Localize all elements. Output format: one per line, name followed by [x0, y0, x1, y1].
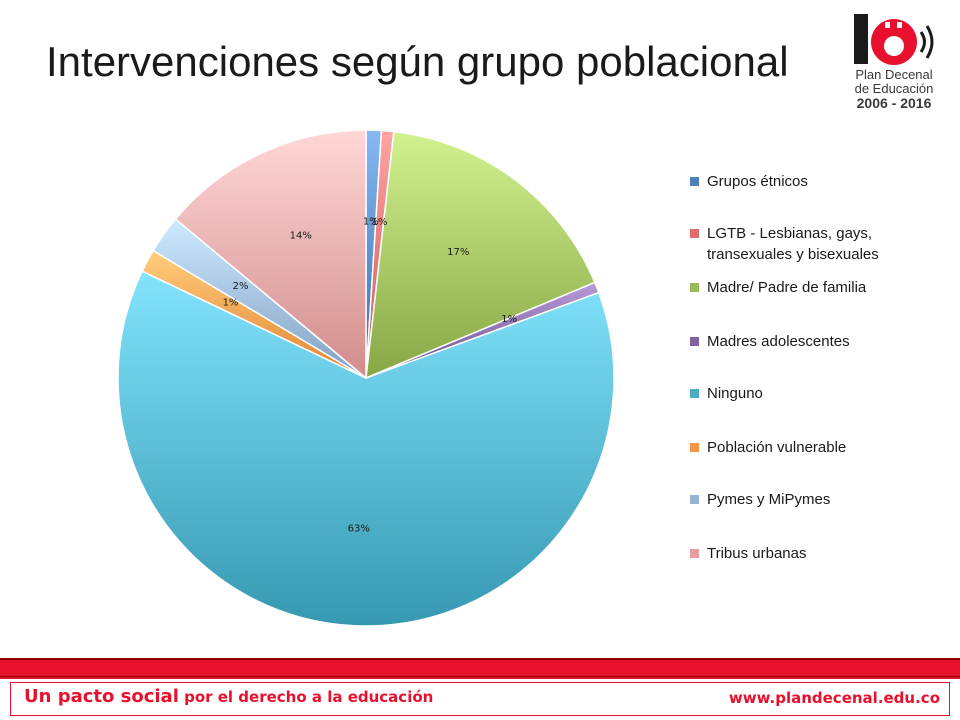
logo-line-1: Plan Decenal [855, 67, 933, 82]
pie-slice-2 [365, 130, 596, 380]
footer-divider [0, 677, 960, 679]
legend-item-0: Grupos étnicos [690, 171, 922, 192]
pie-data-label-5: 1% [223, 297, 239, 308]
pie-slice-4 [117, 270, 615, 627]
legend-swatch-3 [690, 337, 699, 346]
legend-label-5: Población vulnerable [707, 439, 847, 456]
legend-label-6: Pymes y MiPymes [707, 491, 831, 508]
pie-chart: 1%1%17%1%63%1%2%14% [117, 129, 615, 627]
footer-slogan-main: Un pacto social [24, 686, 179, 707]
legend-label-3: Madres adolescentes [707, 333, 850, 350]
logo-line-2: de Educación [854, 81, 934, 96]
page-title: Intervenciones según grupo poblacional [46, 38, 789, 85]
footer-red-bar [0, 658, 960, 678]
legend-swatch-1 [690, 229, 699, 238]
legend-item-3: Madres adolescentes [690, 331, 922, 352]
legend-label-4: Ninguno [707, 385, 763, 402]
pie-data-label-7: 14% [290, 231, 312, 242]
legend-label-1: LGTB - Lesbianas, gays, transexuales y b… [707, 225, 879, 263]
legend-label-2: Madre/ Padre de familia [707, 279, 867, 296]
legend-label-7: Tribus urbanas [707, 545, 807, 562]
legend-swatch-6 [690, 495, 699, 504]
footer-slogan-rest: por el derecho a la educación [178, 688, 434, 706]
footer-slogan: Un pacto social por el derecho a la educ… [24, 686, 433, 707]
pie-data-label-4: 63% [348, 524, 370, 535]
pie-data-label-1: 1% [371, 217, 387, 228]
legend-item-7: Tribus urbanas [690, 543, 922, 564]
legend-item-1: LGTB - Lesbianas, gays, transexuales y b… [690, 223, 922, 265]
logo-ten-icon [854, 14, 934, 65]
legend-swatch-7 [690, 549, 699, 558]
legend-label-0: Grupos étnicos [707, 173, 808, 190]
legend-item-5: Población vulnerable [690, 437, 922, 458]
legend-item-6: Pymes y MiPymes [690, 489, 922, 510]
logo-line-3: 2006 - 2016 [856, 95, 932, 111]
legend-swatch-5 [690, 443, 699, 452]
plan-decenal-logo: Plan Decenal de Educación 2006 - 2016 [838, 8, 950, 120]
pie-data-label-3: 1% [501, 314, 517, 325]
legend-item-4: Ninguno [690, 383, 922, 404]
footer-frame [10, 682, 950, 716]
pie-data-label-0: 1% [363, 216, 379, 227]
legend-swatch-2 [690, 283, 699, 292]
pie-slice-7 [174, 129, 367, 380]
pie-data-label-2: 17% [447, 247, 469, 258]
legend-swatch-4 [690, 389, 699, 398]
footer-url-link[interactable]: www.plandecenal.edu.co [728, 689, 940, 707]
pie-data-label-6: 2% [233, 281, 249, 292]
legend-swatch-0 [690, 177, 699, 186]
legend-item-2: Madre/ Padre de familia [690, 277, 922, 298]
